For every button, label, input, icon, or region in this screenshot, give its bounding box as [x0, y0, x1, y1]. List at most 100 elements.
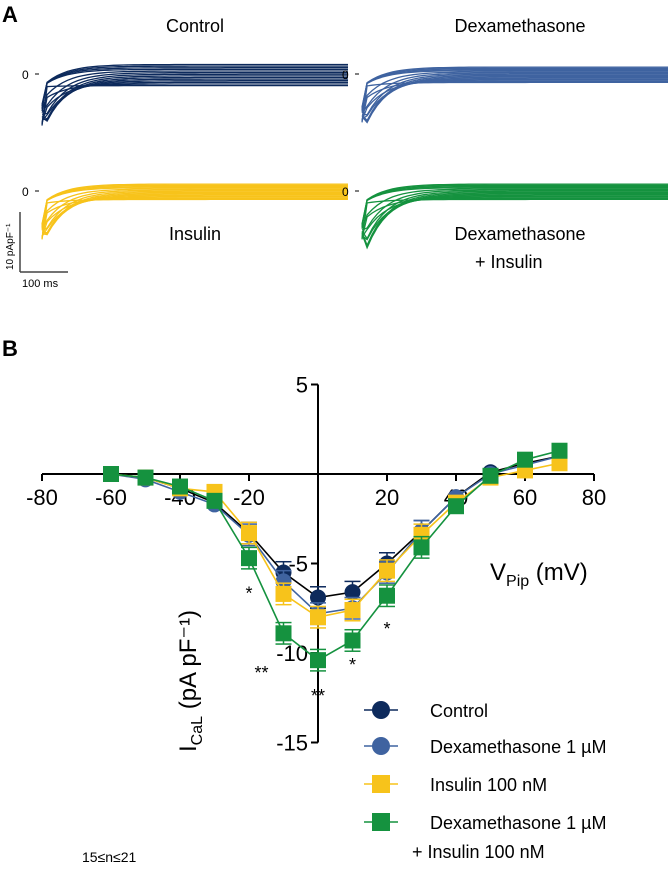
- data-point: [275, 585, 292, 602]
- significance-marker: *: [383, 619, 390, 639]
- scale-y-label: 10 pApF⁻¹: [5, 223, 16, 270]
- panel-a-label: A: [2, 2, 18, 27]
- current-trace: [41, 186, 348, 228]
- zero-label: 0: [342, 68, 349, 82]
- data-point: [206, 492, 223, 509]
- trace-group-0: Control 0: [22, 16, 348, 126]
- trace-title: Control: [166, 16, 224, 36]
- legend-label: Control: [430, 701, 488, 721]
- current-trace: [41, 194, 348, 236]
- current-trace: [41, 73, 348, 115]
- significance-marker: **: [254, 663, 268, 683]
- current-trace: [41, 71, 348, 113]
- data-point: [344, 602, 361, 619]
- x-axis-label: VPip (mV): [490, 559, 588, 590]
- current-trace: [361, 75, 668, 124]
- y-label-main: I: [175, 745, 202, 752]
- trace-group-1: Dexamethasone 0: [342, 16, 668, 124]
- y-tick-label: 5: [296, 373, 308, 398]
- trace-title: Insulin: [169, 224, 221, 244]
- current-trace: [361, 189, 668, 231]
- x-label-main: V: [490, 559, 506, 586]
- y-tick-label: -5: [288, 552, 308, 577]
- current-trace: [361, 80, 668, 122]
- x-label-sub: Pip: [506, 573, 529, 590]
- legend-item-3: Dexamethasone 1 µM + Insulin 100 nM: [364, 813, 606, 862]
- current-trace: [361, 194, 668, 248]
- trace-title: Dexamethasone: [454, 224, 585, 244]
- current-trace: [41, 83, 348, 125]
- current-trace: [361, 183, 668, 225]
- legend-label: Dexamethasone 1 µM: [430, 737, 606, 757]
- current-trace: [361, 74, 668, 122]
- data-point: [344, 632, 361, 649]
- current-trace: [361, 66, 668, 108]
- data-point: [103, 466, 119, 482]
- n-note: 15≤n≤21: [82, 849, 137, 865]
- current-trace: [41, 84, 348, 126]
- x-tick-label: 20: [375, 485, 399, 510]
- current-trace: [361, 67, 668, 109]
- y-tick-label: -10: [276, 641, 308, 666]
- y-label-sub: CaL: [189, 716, 206, 745]
- data-point: [413, 526, 430, 543]
- significance-marker: **: [311, 686, 325, 706]
- legend-item-0: Control: [364, 701, 488, 721]
- legend-label: Insulin 100 nM: [430, 775, 547, 795]
- x-label-unit: (mV): [529, 559, 588, 586]
- current-trace: [41, 183, 348, 225]
- data-point: [275, 625, 292, 642]
- legend-item-1: Dexamethasone 1 µM: [364, 737, 606, 757]
- trace-group-3: Dexamethasone + Insulin 0: [342, 183, 668, 272]
- current-trace: [41, 76, 348, 123]
- legend-label-line2: + Insulin 100 nM: [412, 842, 545, 862]
- y-tick-label: -15: [276, 731, 308, 756]
- significance-marker: *: [245, 583, 252, 603]
- x-tick-label: 60: [513, 485, 537, 510]
- data-point: [517, 451, 533, 468]
- current-trace: [41, 192, 348, 236]
- current-trace: [361, 191, 668, 247]
- current-trace: [41, 68, 348, 110]
- current-trace: [41, 65, 348, 107]
- data-point: [172, 478, 188, 495]
- data-point: [482, 467, 499, 484]
- data-point: [310, 589, 326, 606]
- current-trace: [41, 188, 348, 229]
- current-trace: [361, 73, 668, 116]
- trace-title: Dexamethasone: [454, 16, 585, 36]
- data-point: [379, 562, 395, 579]
- current-trace: [41, 63, 348, 105]
- current-trace: [361, 81, 668, 123]
- legend-marker: [372, 737, 390, 755]
- legend-marker: [372, 701, 390, 719]
- x-tick-label: -20: [233, 485, 265, 510]
- current-trace: [361, 72, 668, 114]
- current-trace: [361, 79, 668, 121]
- current-trace: [41, 189, 348, 231]
- data-point: [551, 455, 568, 472]
- data-point: [551, 442, 568, 459]
- data-point: [310, 609, 326, 626]
- current-trace: [41, 81, 348, 123]
- significance-marker: *: [349, 655, 356, 675]
- current-trace: [361, 69, 668, 111]
- x-tick-label: 80: [582, 485, 606, 510]
- current-trace: [361, 184, 668, 226]
- trace-group-2: Insulin 0: [22, 183, 348, 244]
- legend-item-2: Insulin 100 nM: [364, 775, 547, 795]
- trace-title-line2: + Insulin: [475, 252, 543, 272]
- y-axis-label: ICaL (pA pF⁻¹): [175, 610, 206, 752]
- legend-marker: [372, 813, 390, 831]
- current-trace: [361, 192, 668, 250]
- x-tick-label: -80: [26, 485, 58, 510]
- current-trace: [41, 75, 348, 120]
- current-trace: [361, 190, 668, 240]
- current-trace: [361, 77, 668, 122]
- current-trace: [41, 190, 348, 232]
- current-trace: [41, 67, 348, 108]
- panel-b-label: B: [2, 336, 18, 361]
